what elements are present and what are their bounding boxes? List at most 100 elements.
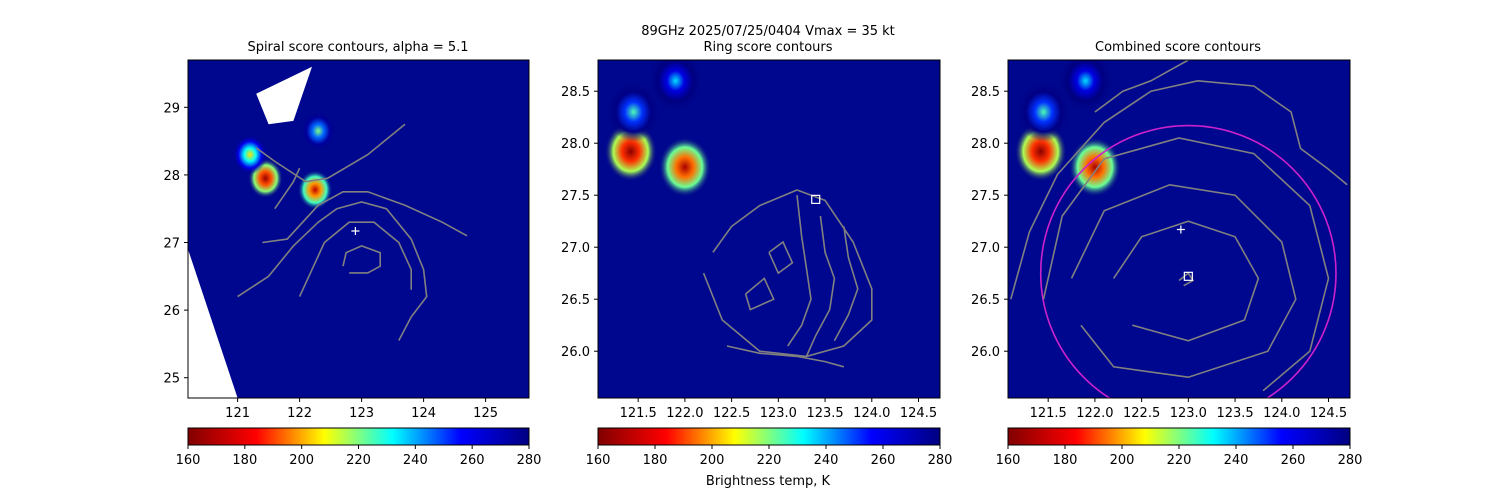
colorbar-tick-label: 180 [643, 453, 668, 468]
panel-title-ring: Ring score contours [703, 40, 832, 55]
center-marker [351, 227, 360, 236]
score-contour [1112, 220, 1260, 342]
panel-title-combined: Combined score contours [1095, 40, 1261, 55]
y-tick-label: 27.5 [561, 189, 590, 204]
colorbar-label: Brightness temp, K [706, 474, 831, 489]
y-tick-label: 26 [163, 304, 180, 319]
plot-area [1008, 60, 1350, 398]
colorbar-tick-label: 240 [814, 453, 839, 468]
score-contour [1070, 183, 1297, 379]
max-score-square [1183, 271, 1193, 281]
y-tick-label: 26.5 [561, 293, 590, 308]
colorbar-tick-label: 260 [460, 453, 485, 468]
x-tick-label: 121 [225, 406, 250, 421]
panel-0: 121 122 123 124 125 25 26 27 28 29 [163, 59, 530, 421]
x-tick-label: 124 [411, 406, 436, 421]
missing-data-wedge [188, 249, 238, 398]
center-marker [1176, 225, 1185, 234]
x-tick-label: 121.5 [620, 406, 657, 421]
colorbar-tick-label: 260 [871, 453, 896, 468]
score-contour [768, 240, 794, 275]
score-contour [274, 167, 301, 210]
colorbar-tick-label: 240 [403, 453, 428, 468]
y-tick-label: 28.5 [971, 85, 1000, 100]
colorbar-ramp [1007, 427, 1351, 446]
y-tick-label: 26.5 [971, 293, 1000, 308]
score-contour [298, 221, 412, 297]
colorbar-tick-label: 160 [176, 453, 201, 468]
colorbar-ramp [187, 427, 530, 446]
colorbar-tick-label: 180 [232, 453, 257, 468]
cold-core [232, 134, 268, 175]
cold-core [658, 137, 712, 198]
colorbar-tick-label: 280 [517, 453, 542, 468]
cold-core [607, 82, 660, 142]
colorbar-1: 160 180 200 220 240 260 280 [586, 427, 953, 468]
x-tick-label: 121.5 [1030, 406, 1067, 421]
score-contour [787, 195, 812, 347]
score-contour [342, 245, 381, 274]
x-tick-label: 123.5 [1216, 406, 1253, 421]
score-contour [1010, 79, 1348, 300]
x-tick-label: 123 [349, 406, 374, 421]
score-contour [833, 226, 859, 342]
missing-data-patch [256, 66, 312, 125]
colorbar-tick-label: 280 [1338, 453, 1363, 468]
x-tick-label: 123.0 [760, 406, 797, 421]
panel-2: 121.5 122.0 122.5 123.0 123.5 124.0 124.5 26.0 2… [971, 59, 1351, 421]
cold-core [1068, 137, 1122, 198]
colorbar-2: 160 180 200 220 240 260 280 [996, 427, 1363, 468]
plot-area [598, 60, 940, 398]
x-tick-label: 125 [473, 406, 498, 421]
y-tick-label: 27.0 [971, 241, 1000, 256]
x-tick-label: 122.5 [1123, 406, 1160, 421]
y-tick-label: 27 [163, 237, 180, 252]
axes-frame [1007, 59, 1351, 399]
colorbar-0: 160 180 200 220 240 260 280 [176, 427, 542, 468]
y-tick-label: 26.0 [561, 345, 590, 360]
cold-core [649, 60, 702, 111]
colorbar-tick-label: 160 [586, 453, 611, 468]
axes-frame [597, 59, 941, 399]
y-tick-label: 27.5 [971, 189, 1000, 204]
colorbar-tick-label: 220 [757, 453, 782, 468]
x-tick-label: 123.0 [1170, 406, 1207, 421]
x-tick-label: 124.0 [1263, 406, 1300, 421]
plot-area [188, 60, 529, 398]
score-contour [1178, 272, 1195, 287]
x-tick-label: 122.5 [713, 406, 750, 421]
score-contour [255, 123, 406, 183]
cold-core [1059, 60, 1112, 111]
colorbar-tick-label: 200 [700, 453, 725, 468]
score-contour [1042, 137, 1330, 392]
y-tick-label: 28.0 [561, 137, 590, 152]
x-tick-label: 124.0 [853, 406, 890, 421]
max-score-square [811, 194, 821, 204]
x-tick-label: 124.5 [900, 406, 937, 421]
cold-core [300, 111, 336, 151]
colorbar-tick-label: 280 [928, 453, 953, 468]
colorbar-tick-label: 240 [1224, 453, 1249, 468]
score-contour [726, 345, 845, 368]
colorbar-tick-label: 260 [1281, 453, 1306, 468]
y-tick-label: 26.0 [971, 345, 1000, 360]
y-tick-label: 28 [163, 169, 180, 184]
x-tick-label: 122.0 [666, 406, 703, 421]
colorbar-tick-label: 200 [1110, 453, 1135, 468]
colorbar-tick-label: 220 [346, 453, 371, 468]
score-contour [237, 201, 428, 341]
y-tick-label: 27.0 [561, 241, 590, 256]
cold-core [297, 169, 333, 210]
score-contour [262, 191, 468, 244]
colorbar-tick-label: 200 [289, 453, 314, 468]
y-tick-label: 28.0 [971, 137, 1000, 152]
x-tick-label: 124.5 [1310, 406, 1347, 421]
y-tick-label: 28.5 [561, 85, 590, 100]
y-tick-label: 25 [163, 372, 180, 387]
score-contour [1094, 60, 1189, 113]
panels-layer: 121 122 123 124 125 25 26 27 28 29 121.5 122.0 122.5… [163, 59, 1351, 421]
panel-1: 121.5 122.0 122.5 123.0 123.5 124.0 124.5 26.0 2… [561, 59, 941, 421]
x-tick-label: 122.0 [1076, 406, 1113, 421]
x-tick-label: 122 [287, 406, 312, 421]
